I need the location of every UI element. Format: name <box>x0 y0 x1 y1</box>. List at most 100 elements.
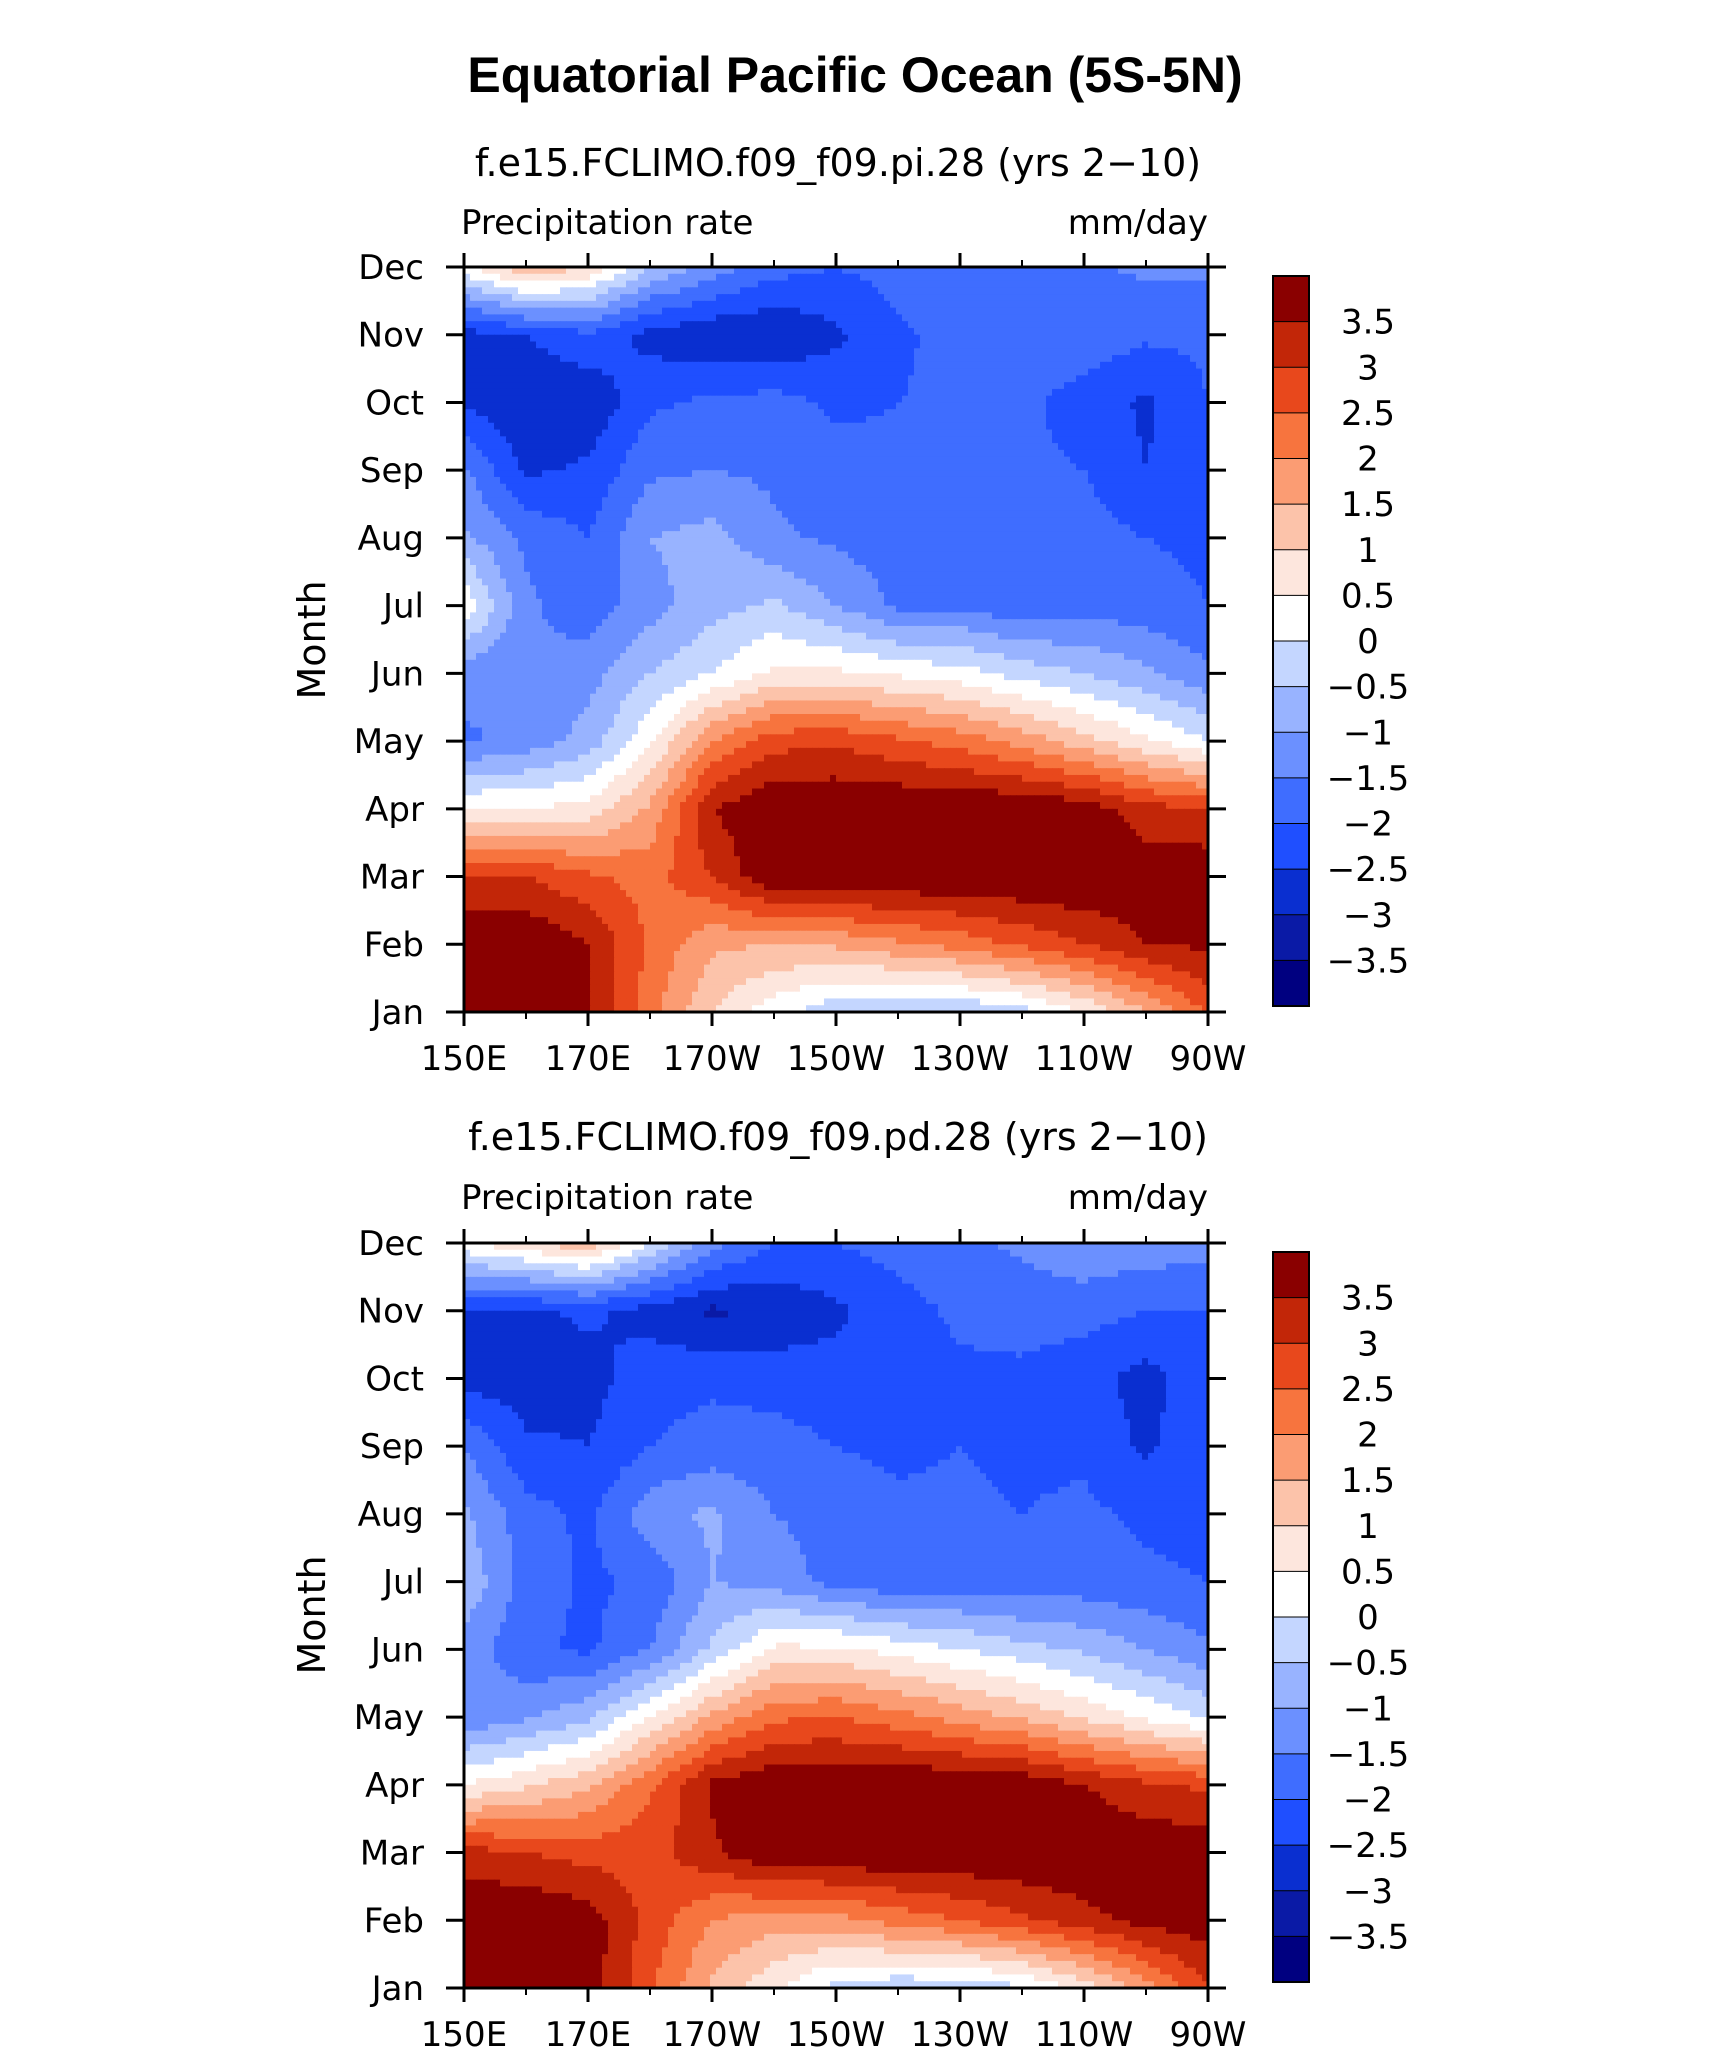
contour-cell <box>830 416 837 423</box>
contour-cell <box>830 287 837 294</box>
contour-cell <box>524 511 531 518</box>
contour-cell <box>1022 281 1029 288</box>
contour-cell <box>1106 423 1113 430</box>
contour-cell <box>1100 348 1107 355</box>
contour-cell <box>836 389 843 396</box>
contour-cell <box>806 342 813 349</box>
contour-cell <box>938 369 945 376</box>
contour-cell <box>740 423 747 430</box>
contour-cell <box>686 274 693 281</box>
contour-cell <box>560 504 567 511</box>
contour-cell <box>1022 342 1029 349</box>
contour-cell <box>878 396 885 403</box>
contour-cell <box>1160 287 1167 294</box>
contour-cell <box>602 348 609 355</box>
contour-cell <box>662 504 669 511</box>
contour-cell <box>938 328 945 335</box>
contour-cell <box>530 362 537 369</box>
contour-cell <box>566 484 573 491</box>
contour-cell <box>1028 430 1035 437</box>
contour-cell <box>596 294 603 301</box>
contour-cell <box>866 274 873 281</box>
contour-cell <box>656 531 663 538</box>
contour-cell <box>1112 470 1119 477</box>
contour-cell <box>1124 443 1131 450</box>
contour-cell <box>488 518 495 525</box>
contour-cell <box>800 524 807 531</box>
contour-cell <box>584 463 591 470</box>
contour-cell <box>1178 281 1185 288</box>
contour-cell <box>1046 321 1053 328</box>
contour-cell <box>524 497 531 504</box>
contour-cell <box>848 382 855 389</box>
contour-cell <box>1190 321 1197 328</box>
contour-cell <box>668 402 675 409</box>
contour-cell <box>704 321 711 328</box>
contour-cell <box>926 396 933 403</box>
contour-cell <box>932 470 939 477</box>
contour-cell <box>1028 457 1035 464</box>
contour-cell <box>926 491 933 498</box>
contour-cell <box>992 477 999 484</box>
contour-cell <box>788 484 795 491</box>
contour-cell <box>980 518 987 525</box>
contour-cell <box>1118 389 1125 396</box>
contour-cell <box>890 504 897 511</box>
contour-cell <box>602 375 609 382</box>
contour-cell <box>1130 430 1137 437</box>
contour-cell <box>482 287 489 294</box>
contour-cell <box>1160 301 1167 308</box>
contour-cell <box>722 335 729 342</box>
contour-cell <box>542 409 549 416</box>
contour-cell <box>1046 504 1053 511</box>
contour-cell <box>1034 355 1041 362</box>
contour-cell <box>1034 396 1041 403</box>
contour-cell <box>728 328 735 335</box>
contour-cell <box>1094 314 1101 321</box>
contour-cell <box>770 348 777 355</box>
contour-cell <box>980 457 987 464</box>
contour-cell <box>1136 301 1143 308</box>
contour-cell <box>884 470 891 477</box>
contour-cell <box>716 274 723 281</box>
contour-cell <box>980 281 987 288</box>
contour-cell <box>1028 294 1035 301</box>
contour-cell <box>602 538 609 545</box>
contour-cell <box>818 362 825 369</box>
contour-cell <box>1118 531 1125 538</box>
contour-cell <box>716 301 723 308</box>
contour-cell <box>1166 463 1173 470</box>
contour-cell <box>512 484 519 491</box>
contour-cell <box>1124 504 1131 511</box>
contour-cell <box>1142 477 1149 484</box>
contour-cell <box>932 281 939 288</box>
contour-cell <box>722 423 729 430</box>
contour-cell <box>1196 328 1203 335</box>
contour-cell <box>1070 274 1077 281</box>
contour-cell <box>548 477 555 484</box>
contour-cell <box>470 538 477 545</box>
contour-cell <box>698 430 705 437</box>
contour-cell <box>680 491 687 498</box>
contour-cell <box>1076 362 1083 369</box>
contour-cell <box>830 281 837 288</box>
contour-cell <box>572 538 579 545</box>
contour-cell <box>776 484 783 491</box>
contour-cell <box>500 362 507 369</box>
contour-cell <box>548 294 555 301</box>
contour-cell <box>1184 450 1191 457</box>
contour-cell <box>818 335 825 342</box>
contour-cell <box>902 430 909 437</box>
contour-cell <box>620 369 627 376</box>
contour-cell <box>902 436 909 443</box>
contour-cell <box>1124 423 1131 430</box>
contour-cell <box>824 335 831 342</box>
contour-cell <box>656 382 663 389</box>
contour-cell <box>626 328 633 335</box>
contour-cell <box>770 314 777 321</box>
contour-cell <box>1052 524 1059 531</box>
contour-cell <box>518 402 525 409</box>
contour-cell <box>1154 287 1161 294</box>
contour-cell <box>1178 518 1185 525</box>
contour-cell <box>614 342 621 349</box>
